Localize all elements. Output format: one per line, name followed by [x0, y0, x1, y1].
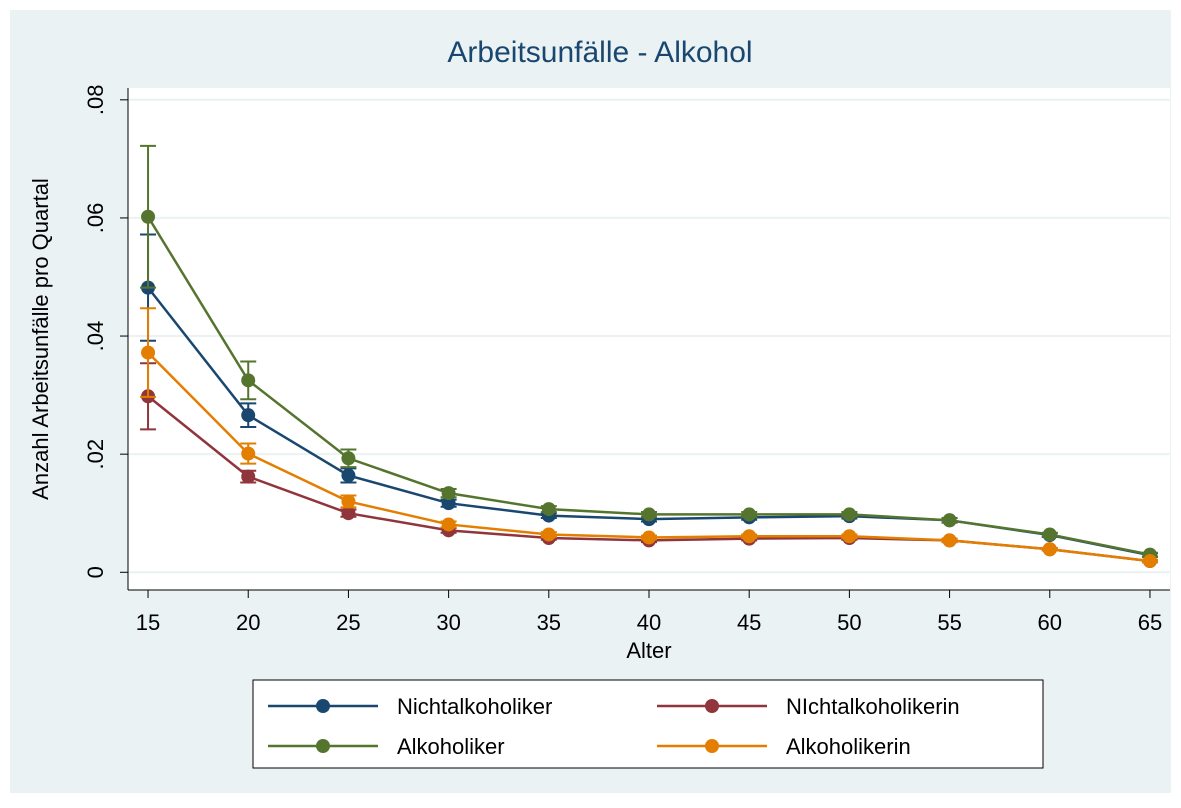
x-tick-label: 50: [837, 610, 861, 635]
point: [1142, 554, 1157, 569]
y-tick-label: .04: [83, 321, 108, 352]
legend-label: Alkoholikerin: [786, 734, 911, 759]
chart-title: Arbeitsunfälle - Alkohol: [447, 36, 752, 69]
point: [541, 527, 556, 542]
x-tick-label: 55: [937, 610, 961, 635]
point: [742, 507, 757, 522]
point: [141, 209, 156, 224]
legend-label: Nichtalkoholiker: [397, 694, 552, 719]
x-tick-label: 35: [537, 610, 561, 635]
x-tick-label: 40: [637, 610, 661, 635]
point: [642, 507, 656, 522]
x-tick-label: 25: [336, 610, 360, 635]
legend-box: [252, 679, 1044, 769]
y-tick-label: 0: [83, 566, 108, 578]
x-tick-label: 60: [1038, 610, 1062, 635]
y-tick-label: .08: [83, 85, 108, 116]
legend-marker: [705, 739, 719, 753]
x-tick-label: 65: [1138, 610, 1162, 635]
point: [942, 533, 957, 548]
point: [842, 507, 857, 522]
legend-label: Alkoholiker: [397, 734, 505, 759]
point: [642, 530, 656, 545]
point: [441, 486, 456, 501]
point: [341, 494, 356, 509]
point: [441, 517, 456, 532]
point: [842, 529, 857, 544]
y-tick-label: .02: [83, 439, 108, 470]
point: [541, 502, 556, 517]
point: [341, 451, 356, 466]
point: [341, 506, 356, 521]
legend-marker: [705, 699, 719, 713]
x-tick-label: 45: [737, 610, 761, 635]
point: [241, 469, 256, 484]
legend-label: NIchtalkoholikerin: [786, 694, 960, 719]
point: [942, 513, 957, 528]
x-tick-label: 15: [136, 610, 160, 635]
x-tick-label: 20: [236, 610, 260, 635]
plot-region: [128, 88, 1170, 590]
x-tick-label: 30: [436, 610, 460, 635]
point: [1042, 542, 1057, 557]
point: [141, 345, 156, 360]
y-axis-title: Anzahl Arbeitsunfälle pro Quartal: [28, 178, 53, 500]
point: [241, 446, 256, 461]
legend-marker: [316, 699, 330, 713]
y-tick-label: .06: [83, 203, 108, 234]
point: [1042, 527, 1057, 542]
point: [441, 496, 456, 511]
point: [742, 529, 757, 544]
x-axis-title: Alter: [626, 638, 671, 663]
point: [341, 468, 356, 483]
point: [241, 408, 256, 423]
legend-marker: [316, 739, 330, 753]
point: [241, 373, 256, 388]
